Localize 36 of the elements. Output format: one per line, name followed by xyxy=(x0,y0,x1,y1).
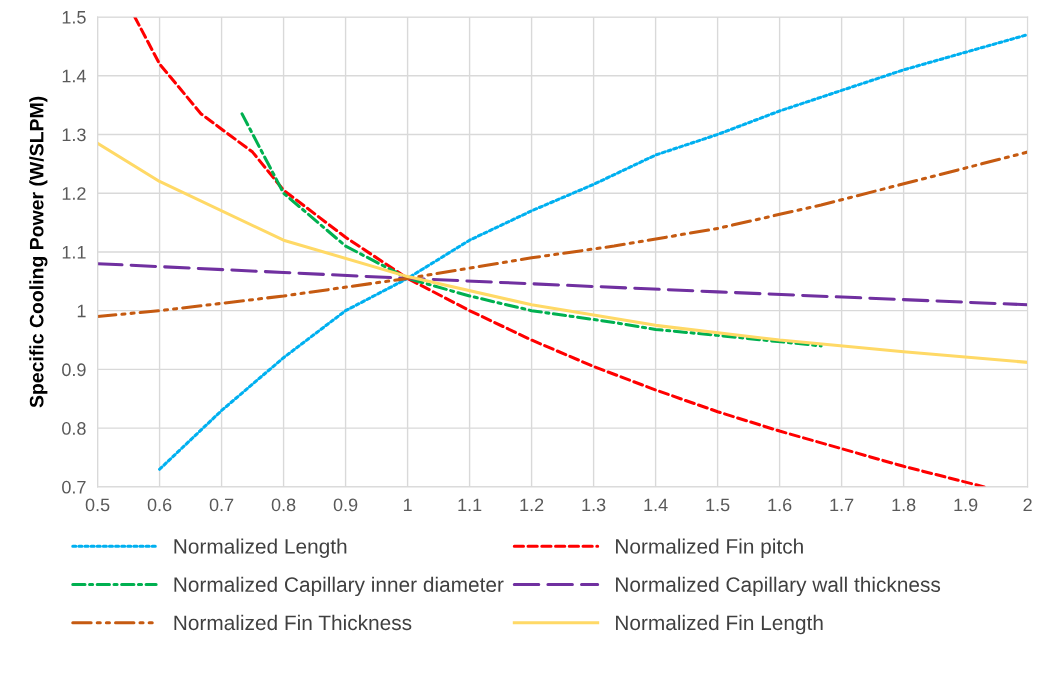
line-series xyxy=(97,262,1028,307)
y-axis-title: Specific Cooling Power (W/SLPM) xyxy=(29,96,48,408)
x-tick-label: 1.9 xyxy=(954,498,978,512)
y-tick-label: 0.7 xyxy=(62,480,86,494)
y-tick-label: 1.4 xyxy=(62,69,86,83)
x-tick-label: 1.4 xyxy=(644,498,668,512)
legend-label: Normalized Capillary inner diameter xyxy=(174,576,504,597)
x-tick-label: 1.5 xyxy=(706,498,730,512)
line-series xyxy=(240,112,823,348)
y-tick-label: 1.2 xyxy=(62,187,86,200)
legend-label: Normalized Fin Thickness xyxy=(174,614,412,631)
x-tick-label: 1 xyxy=(403,498,412,512)
x-tick-label: 1.3 xyxy=(582,498,606,512)
y-tick-label: 1.3 xyxy=(62,128,86,142)
legend-label: Normalized Capillary wall thickness xyxy=(616,576,941,597)
y-tick-label: 0.8 xyxy=(62,422,86,435)
legend-label: Normalized Fin Length xyxy=(616,614,823,635)
y-tick-label: 1 xyxy=(77,304,86,318)
legend-label: Normalized Fin pitch xyxy=(616,538,803,558)
x-tick-label: 1.1 xyxy=(458,498,482,512)
legend-label: Normalized Length xyxy=(174,538,347,558)
line-series xyxy=(97,150,1028,319)
x-tick-label: 0.5 xyxy=(85,498,110,512)
line-series xyxy=(97,141,1028,364)
x-tick-label: 1.6 xyxy=(768,498,792,512)
y-tick-label: 1.1 xyxy=(62,246,86,259)
x-tick-label: 1.2 xyxy=(520,498,544,512)
x-tick-label: 0.8 xyxy=(271,498,296,512)
x-tick-label: 1.7 xyxy=(830,498,854,512)
x-tick-label: 0.9 xyxy=(333,498,358,512)
y-tick-label: 1.5 xyxy=(62,11,86,24)
x-tick-label: 0.7 xyxy=(209,498,234,512)
x-tick-label: 0.6 xyxy=(147,498,172,512)
x-tick-label: 2 xyxy=(1023,498,1032,512)
x-tick-label: 1.8 xyxy=(892,498,916,512)
y-tick-label: 0.9 xyxy=(62,363,86,377)
